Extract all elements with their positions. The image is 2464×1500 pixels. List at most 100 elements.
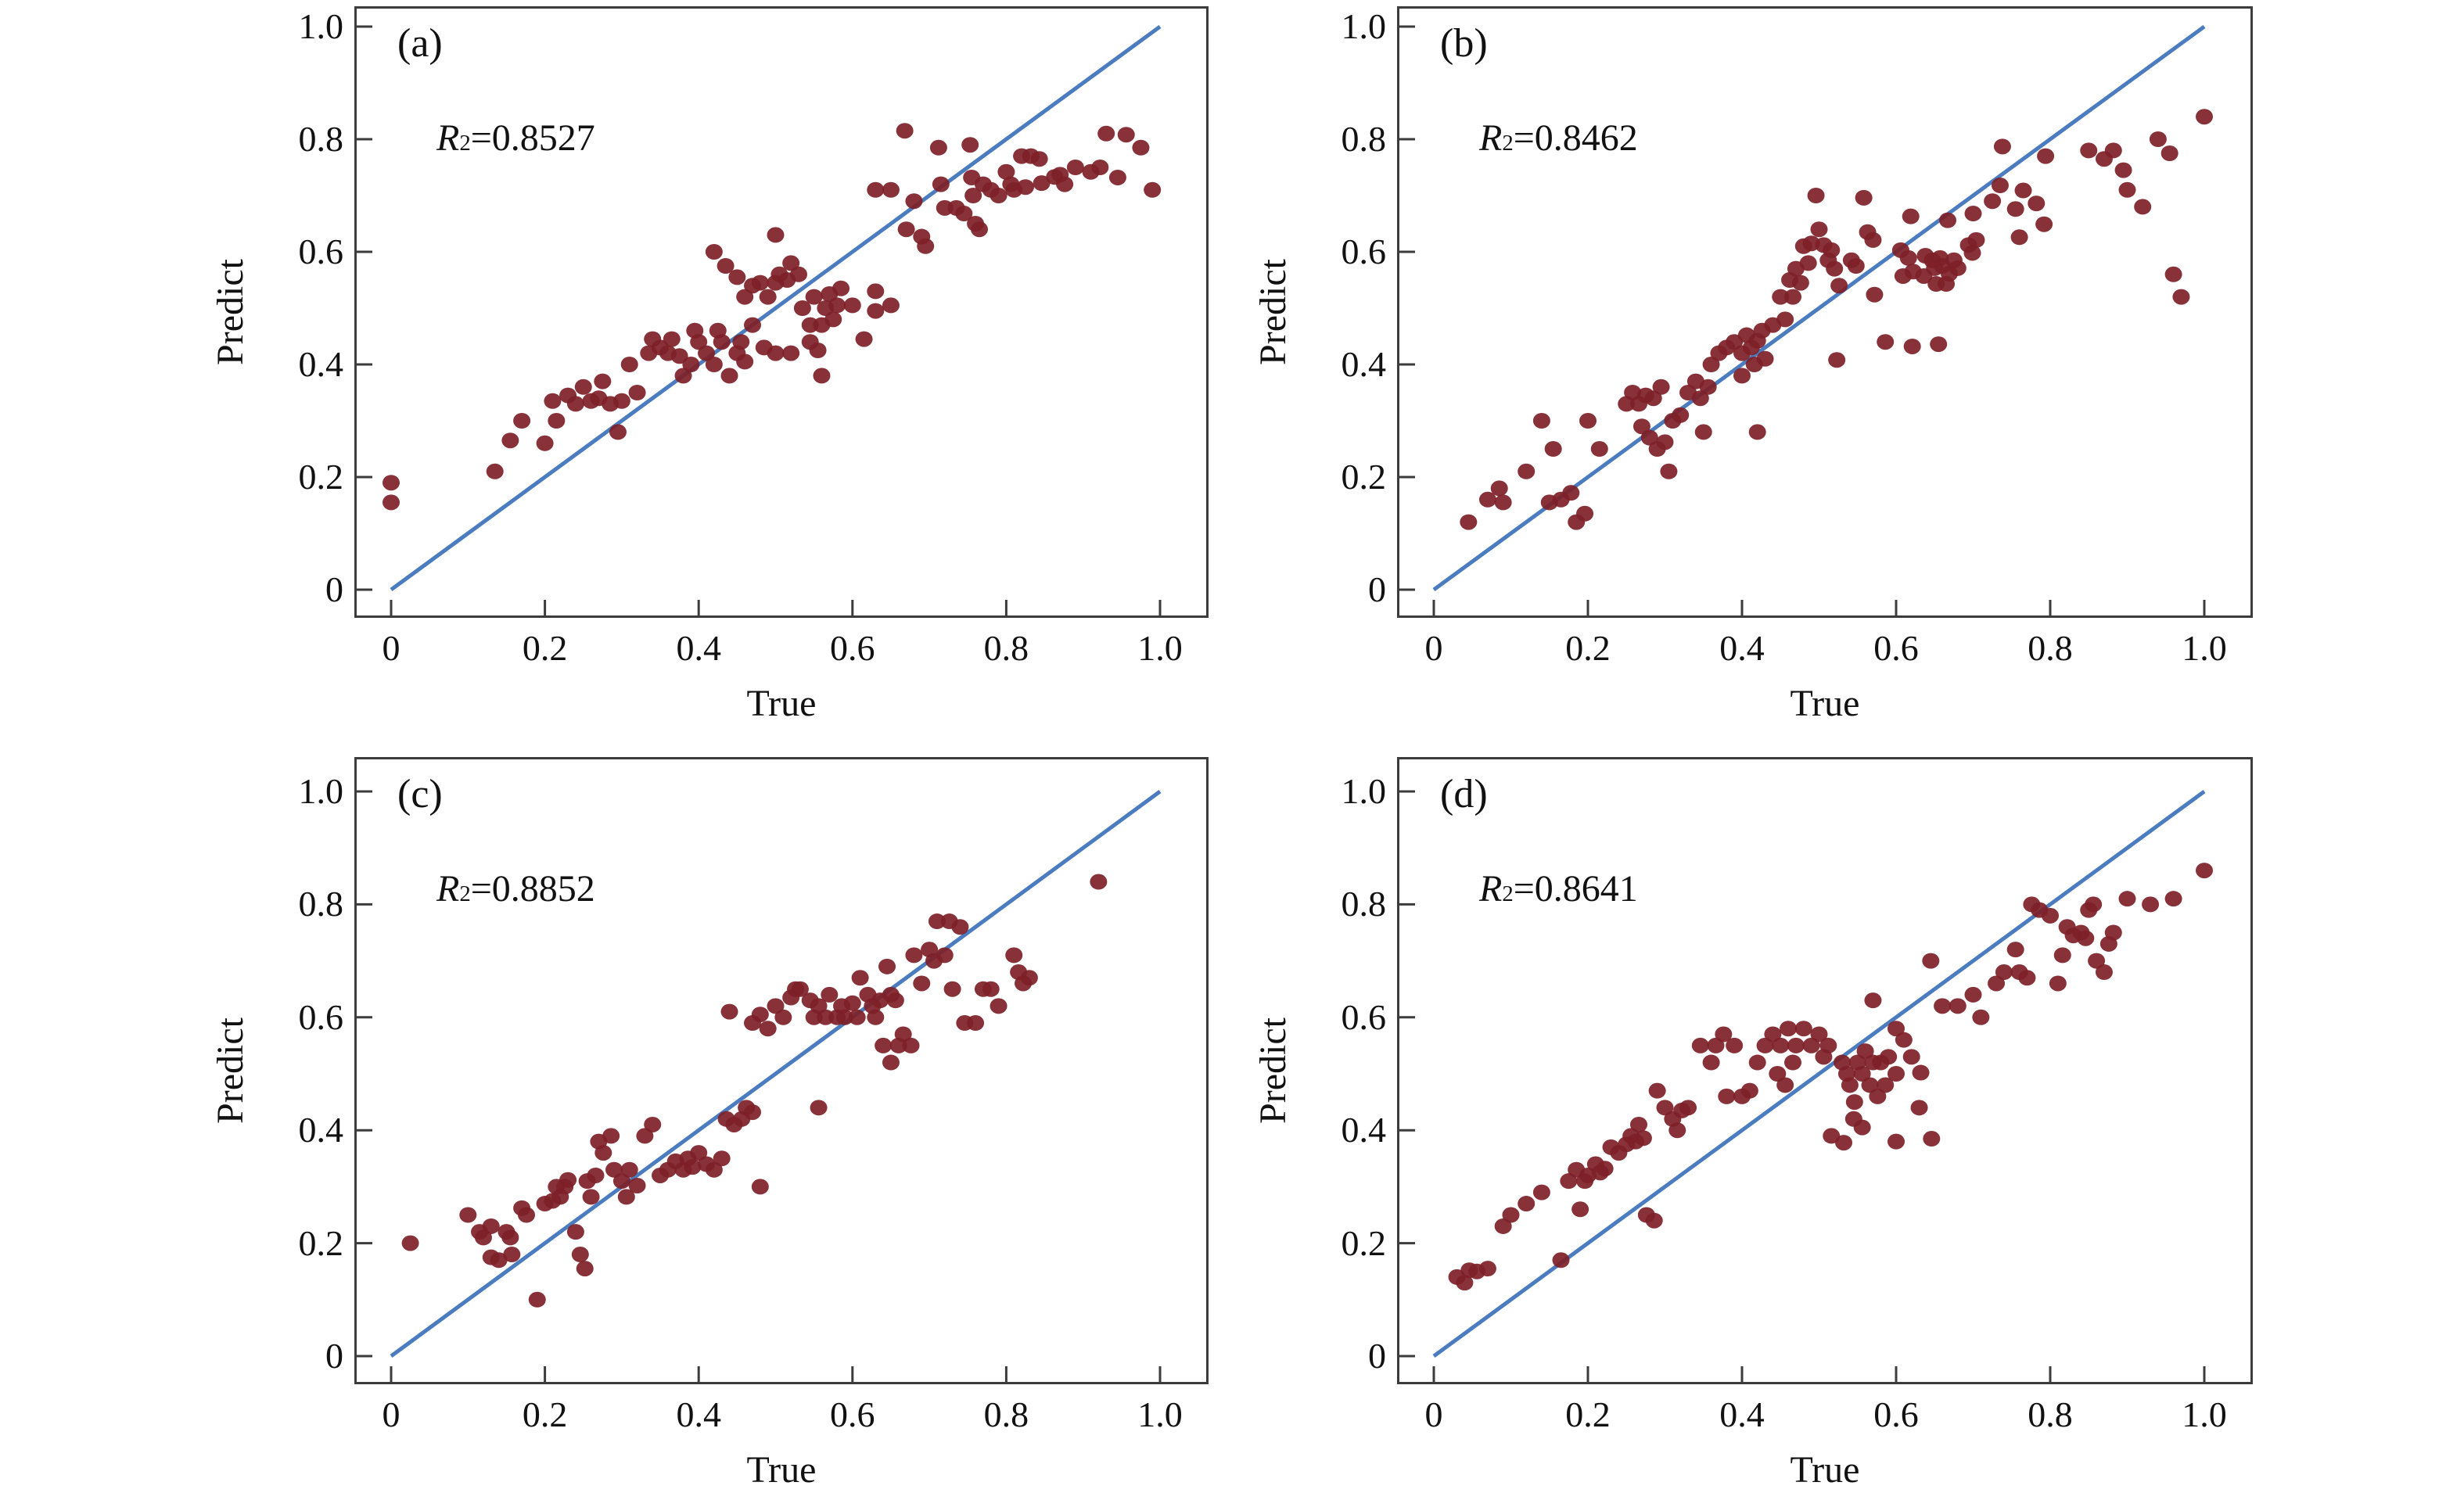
data-point [1888,1133,1905,1150]
data-point [1656,434,1674,450]
data-point [1562,485,1580,501]
data-point [929,139,947,156]
y-axis-label-d: Predict [1252,1017,1294,1124]
data-point [1652,379,1670,395]
x-tick-label: 0.4 [1719,1394,1765,1434]
data-point [1794,1021,1812,1037]
data-point [867,283,885,300]
data-point [1117,127,1135,143]
data-point [690,1145,708,1161]
data-point [559,1172,577,1188]
x-tick-label: 0 [1424,628,1443,668]
data-point [970,221,988,238]
x-tick-label: 1.0 [2182,1394,2227,1434]
y-tick-label: 0.6 [298,996,344,1037]
data-point [2118,181,2136,198]
data-point [1490,480,1508,497]
data-point [2172,289,2190,305]
data-point [605,1161,623,1178]
data-point [982,981,1000,997]
data-point [576,1261,594,1277]
data-point [1949,998,1967,1014]
data-point [713,1150,731,1167]
data-point [2049,975,2067,992]
data-point [1967,231,1985,248]
data-point [932,176,950,192]
data-point [1715,1026,1733,1042]
data-point [628,1177,646,1193]
data-point [2085,896,2103,913]
data-point [1984,193,2002,210]
data-point [383,494,400,511]
data-point [867,181,885,198]
data-point [867,303,885,319]
data-point [594,1145,612,1161]
data-point [1033,175,1051,192]
y-axis-label-a: Predict [210,259,251,365]
data-point [2149,131,2167,147]
data-point [1847,258,1865,274]
data-point [459,1207,477,1223]
data-point [2164,891,2182,907]
y-tick-label: 0 [325,1336,343,1376]
data-point [821,986,839,1003]
data-point [913,975,931,992]
data-point [1518,1196,1536,1212]
y-tick-label: 0.8 [298,884,344,924]
data-point [2037,148,2055,164]
data-point [612,393,630,409]
data-point [2142,896,2160,913]
data-point [602,1128,620,1144]
data-point [1632,418,1650,435]
data-point [1964,206,1982,222]
data-point [1691,1037,1709,1053]
data-point [1922,953,1940,969]
data-point [824,311,842,328]
data-point [894,1026,912,1042]
data-point [1877,334,1895,350]
data-point [2028,196,2046,212]
data-point [759,1021,777,1037]
data-point [1810,1026,1828,1042]
data-point [1656,1100,1674,1116]
data-point [1579,413,1597,429]
data-point [951,919,969,935]
data-point [670,348,688,364]
data-point [1748,424,1766,440]
scatter-chart-a [357,24,1162,615]
y-tick-label: 0 [325,569,343,609]
x-tick-label: 0.8 [983,628,1029,668]
data-point [1864,231,1882,248]
data-point [1132,139,1150,156]
data-point [848,1009,866,1025]
data-point [1005,947,1023,964]
data-point [594,373,612,389]
data-point [1988,975,2006,992]
y-tick-label: 0.4 [298,344,344,384]
data-point [1856,1043,1874,1060]
data-point [736,353,754,370]
data-point [1764,1026,1782,1042]
data-point [1456,1275,1474,1291]
data-point [1823,242,1841,258]
data-point [501,432,519,449]
x-tick-label: 1.0 [1137,1394,1183,1434]
data-point [990,998,1008,1014]
data-point [609,424,627,440]
data-point [813,368,831,384]
data-point [1066,160,1084,175]
x-axis-label-d: True [1790,1449,1860,1491]
data-point [2164,266,2182,282]
data-point [917,238,935,254]
data-point [767,227,785,243]
plot-area-a: (a) R2=0.8527 [354,6,1209,618]
data-point [482,1218,500,1234]
data-point [620,1161,638,1178]
data-point [1702,357,1720,372]
data-point [501,1229,519,1246]
data-point [782,255,800,271]
data-point [867,1009,885,1025]
data-point [967,1015,985,1032]
data-point [2042,907,2059,924]
data-point [628,385,646,400]
